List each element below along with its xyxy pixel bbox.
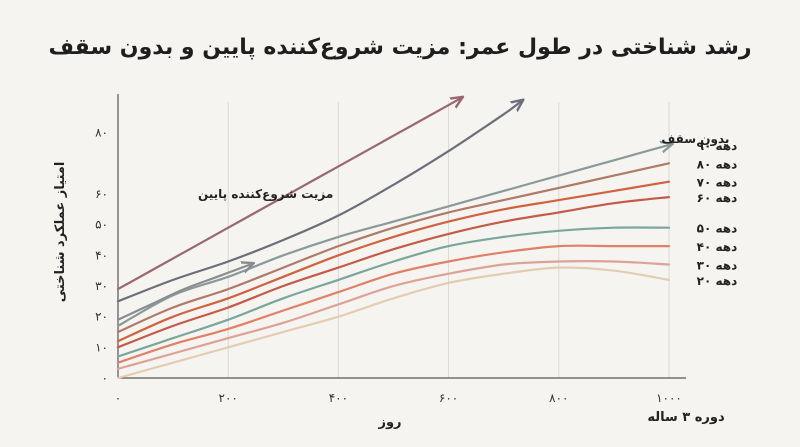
- y-tick-label-4: ۴۰: [95, 248, 108, 262]
- series-label-0: دهه ۹۰: [697, 139, 738, 153]
- series-label-2: دهه ۷۰: [697, 176, 738, 190]
- x-axis-secondary-label: دوره ۳ ساله: [647, 410, 725, 425]
- series-line-1: [116, 162, 671, 334]
- series-label-5: دهه ۴۰: [697, 240, 738, 254]
- y-tick-label-6: ۶۰: [95, 187, 108, 201]
- x-tick-label-4: ۸۰۰: [549, 391, 568, 405]
- y-tick-label-0: ۰: [102, 371, 108, 385]
- series-label-7: دهه ۲۰: [697, 274, 738, 288]
- x-ticks: ۰ ۲۰۰ ۴۰۰ ۶۰۰ ۸۰۰ ۱۰۰۰: [115, 391, 682, 405]
- x-tick-label-0: ۰: [115, 391, 121, 405]
- series-label-3: دهه ۶۰: [697, 191, 738, 205]
- series-line-8: [116, 99, 460, 291]
- axes: [117, 94, 686, 379]
- series-label-6: دهه ۳۰: [697, 259, 738, 273]
- grid: [227, 102, 670, 378]
- annotations: مزیت شروع‌کننده پایین بدون سقف: [198, 132, 729, 202]
- series-line-5: [116, 244, 671, 364]
- y-tick-label-1: ۱۰: [95, 340, 108, 354]
- series-line-4: [116, 226, 671, 358]
- y-tick-label-7: ۸۰: [95, 126, 108, 140]
- series-label-1: دهه ۸۰: [697, 157, 738, 171]
- series-line-10: [116, 265, 250, 321]
- series-lines: [116, 99, 671, 380]
- chart-title: رشد شناختی در طول عمر: مزیت شروع‌کننده پ…: [48, 35, 751, 60]
- annotation-1: بدون سقف: [661, 132, 729, 147]
- y-axis-label: امتیاز عملکرد شناختی: [53, 162, 68, 303]
- series-line-2: [116, 180, 671, 343]
- series-line-9: [116, 102, 520, 303]
- y-tick-label-5: ۵۰: [95, 218, 108, 232]
- series-line-6: [116, 260, 671, 370]
- series-line-7: [116, 266, 671, 380]
- x-tick-label-2: ۴۰۰: [329, 391, 348, 405]
- x-tick-label-3: ۶۰۰: [439, 391, 458, 405]
- x-axis-label: روز: [377, 415, 401, 430]
- y-ticks: ۰ ۱۰ ۲۰ ۳۰ ۴۰ ۵۰ ۶۰ ۸۰: [95, 126, 108, 385]
- annotation-0: مزیت شروع‌کننده پایین: [198, 187, 333, 202]
- series-line-3: [116, 196, 671, 349]
- y-tick-label-3: ۳۰: [95, 279, 108, 293]
- y-tick-label-2: ۲۰: [95, 310, 108, 324]
- x-tick-label-5: ۱۰۰۰: [656, 391, 682, 405]
- x-tick-label-1: ۲۰۰: [219, 391, 238, 405]
- series-label-4: دهه ۵۰: [697, 222, 738, 236]
- series-line-0: [116, 145, 669, 327]
